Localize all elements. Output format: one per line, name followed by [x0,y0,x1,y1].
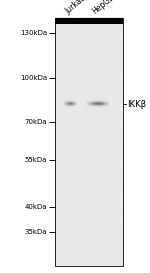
Text: HepG2: HepG2 [90,0,116,16]
Text: IKKβ: IKKβ [127,100,146,109]
Text: 40kDa: 40kDa [25,204,47,210]
Bar [55,18,123,24]
Bar [55,18,123,266]
Text: 130kDa: 130kDa [20,30,47,36]
Text: Jurkat: Jurkat [63,0,86,16]
Text: 100kDa: 100kDa [20,75,47,81]
Text: 55kDa: 55kDa [25,157,47,163]
Text: 70kDa: 70kDa [25,119,47,125]
Text: 35kDa: 35kDa [25,229,47,235]
